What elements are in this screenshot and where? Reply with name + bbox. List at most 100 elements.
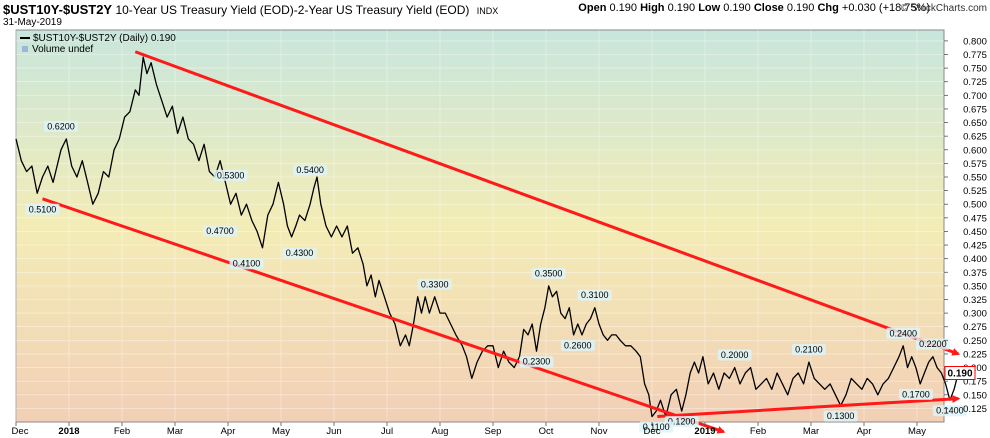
annotation: 0.2600: [560, 339, 595, 351]
annotation: 0.5400: [293, 164, 328, 176]
legend-volume-label: Volume undef: [32, 44, 94, 55]
y-tick-label: 0.775: [963, 50, 987, 61]
y-tick-label: 0.525: [963, 186, 987, 197]
y-tick-label: 0.800: [963, 36, 987, 47]
trendline: [657, 394, 961, 419]
symbol: $UST10Y-$UST2Y: [3, 2, 113, 17]
annotation: 0.3500: [531, 267, 566, 279]
annotation-label: 0.1100: [643, 422, 670, 432]
annotation-box: [639, 421, 674, 433]
annotation: 0.4700: [203, 225, 238, 237]
annotation-label: 0.2200: [919, 339, 947, 349]
annotation: 0.4300: [282, 247, 317, 259]
x-tick-label: Oct: [539, 426, 554, 437]
annotation-box: [717, 349, 752, 361]
y-tick-label: 0.350: [963, 281, 987, 292]
y-tick-label: 0.750: [963, 64, 987, 75]
annotation-box: [203, 225, 238, 237]
annotation-box: [519, 356, 554, 368]
annotation-box: [417, 278, 452, 290]
last-value-box: [944, 366, 976, 380]
x-tick-label: Feb: [114, 426, 130, 437]
y-tick-label: 0.550: [963, 173, 987, 184]
y-tick-label: 0.575: [963, 159, 987, 170]
low-value: 0.190: [723, 2, 751, 14]
y-tick-label: 0.125: [963, 404, 987, 415]
annotation-label: 0.2600: [564, 340, 592, 350]
annotation-box: [823, 410, 858, 422]
y-tick-label: 0.700: [963, 91, 987, 102]
annotation-label: 0.2300: [523, 357, 551, 367]
annotation-box: [898, 388, 933, 400]
x-tick-label: 2019: [694, 426, 715, 437]
y-tick-label: 0.600: [963, 145, 987, 156]
legend-series: $UST10Y-$UST2Y (Daily) 0.190: [20, 33, 176, 44]
annotation-box: [886, 327, 921, 339]
annotation-box: [791, 344, 826, 356]
low-label: Low: [698, 2, 721, 14]
chg-value: +0.030 (+18.75%): [841, 2, 930, 14]
ohlc-readout: Open 0.190 High 0.190 Low 0.190 Close 0.…: [578, 2, 930, 14]
y-tick-label: 0.300: [963, 309, 987, 320]
annotation-box: [44, 120, 79, 132]
close-label: Close: [753, 2, 784, 14]
y-tick-label: 0.475: [963, 213, 987, 224]
legend: $UST10Y-$UST2Y (Daily) 0.190 Volume unde…: [20, 33, 176, 55]
high-label: High: [640, 2, 665, 14]
y-tick-label: 0.375: [963, 268, 987, 279]
annotation: 0.2000: [717, 349, 752, 361]
close-value: 0.190: [786, 2, 815, 14]
brand-logo: © StockCharts.com: [900, 3, 987, 14]
annotation-box: [932, 405, 967, 417]
y-tick-label: 0.250: [963, 336, 987, 347]
chart-title: $UST10Y-$UST2Y 10-Year US Treasury Yield…: [3, 2, 498, 17]
annotation-box: [531, 267, 566, 279]
annotation: 0.2300: [519, 356, 554, 368]
x-tick-label: Feb: [750, 426, 766, 437]
annotation-box: [560, 339, 595, 351]
annotation: 0.1100: [639, 421, 674, 433]
annotations: 0.6200 0.5100 0.5300 0.5400 0.4700 0.4100 0.43…: [25, 120, 967, 433]
annotation-label: 0.1700: [902, 389, 930, 399]
symbol-description: 10-Year US Treasury Yield (EOD)-2-Year U…: [115, 3, 470, 17]
y-tick-label: 0.725: [963, 77, 987, 88]
annotation: 0.1300: [823, 410, 858, 422]
y-tick-label: 0.275: [963, 322, 987, 333]
annotation-label: 0.2400: [889, 328, 917, 338]
annotation-label: 0.4300: [286, 248, 314, 258]
x-tick-label: Apr: [857, 426, 872, 437]
x-tick-label: 2018: [58, 426, 79, 437]
open-label: Open: [578, 2, 607, 14]
y-tick-label: 0.150: [963, 390, 987, 401]
annotation-box: [293, 164, 328, 176]
x-tick-label: Jun: [326, 426, 341, 437]
y-tick-label: 0.325: [963, 295, 987, 306]
legend-volume: Volume undef: [20, 44, 176, 55]
y-tick-label: 0.400: [963, 254, 987, 265]
annotation: 0.3100: [577, 289, 612, 301]
x-tick-label: Dec: [644, 426, 661, 437]
y-tick-label: 0.450: [963, 227, 987, 238]
x-tick-label: Sep: [485, 426, 502, 437]
bar-swatch-icon: [22, 46, 28, 53]
annotation-label: 0.4700: [206, 226, 234, 236]
legend-series-label: $UST10Y-$UST2Y (Daily) 0.190: [33, 33, 176, 44]
annotation: 0.5100: [25, 203, 60, 215]
x-tick-label: Aug: [432, 426, 449, 437]
x-tick-label: May: [272, 426, 290, 437]
line-swatch-icon: [20, 37, 30, 40]
open-value: 0.190: [609, 2, 638, 14]
annotation: 0.3300: [417, 278, 452, 290]
annotation-box: [229, 258, 264, 270]
exchange: INDX: [476, 6, 499, 16]
y-tick-label: 0.650: [963, 118, 987, 129]
annotation-label: 0.1300: [827, 411, 855, 421]
y-tick-label: 0.625: [963, 132, 987, 143]
y-tick-label: 0.425: [963, 241, 987, 252]
x-tick-label: Nov: [591, 426, 608, 437]
y-tick-label: 0.225: [963, 349, 987, 360]
last-value-label: 0.190: [947, 369, 972, 380]
annotation-box: [282, 247, 317, 259]
annotation: 0.1700: [898, 388, 933, 400]
